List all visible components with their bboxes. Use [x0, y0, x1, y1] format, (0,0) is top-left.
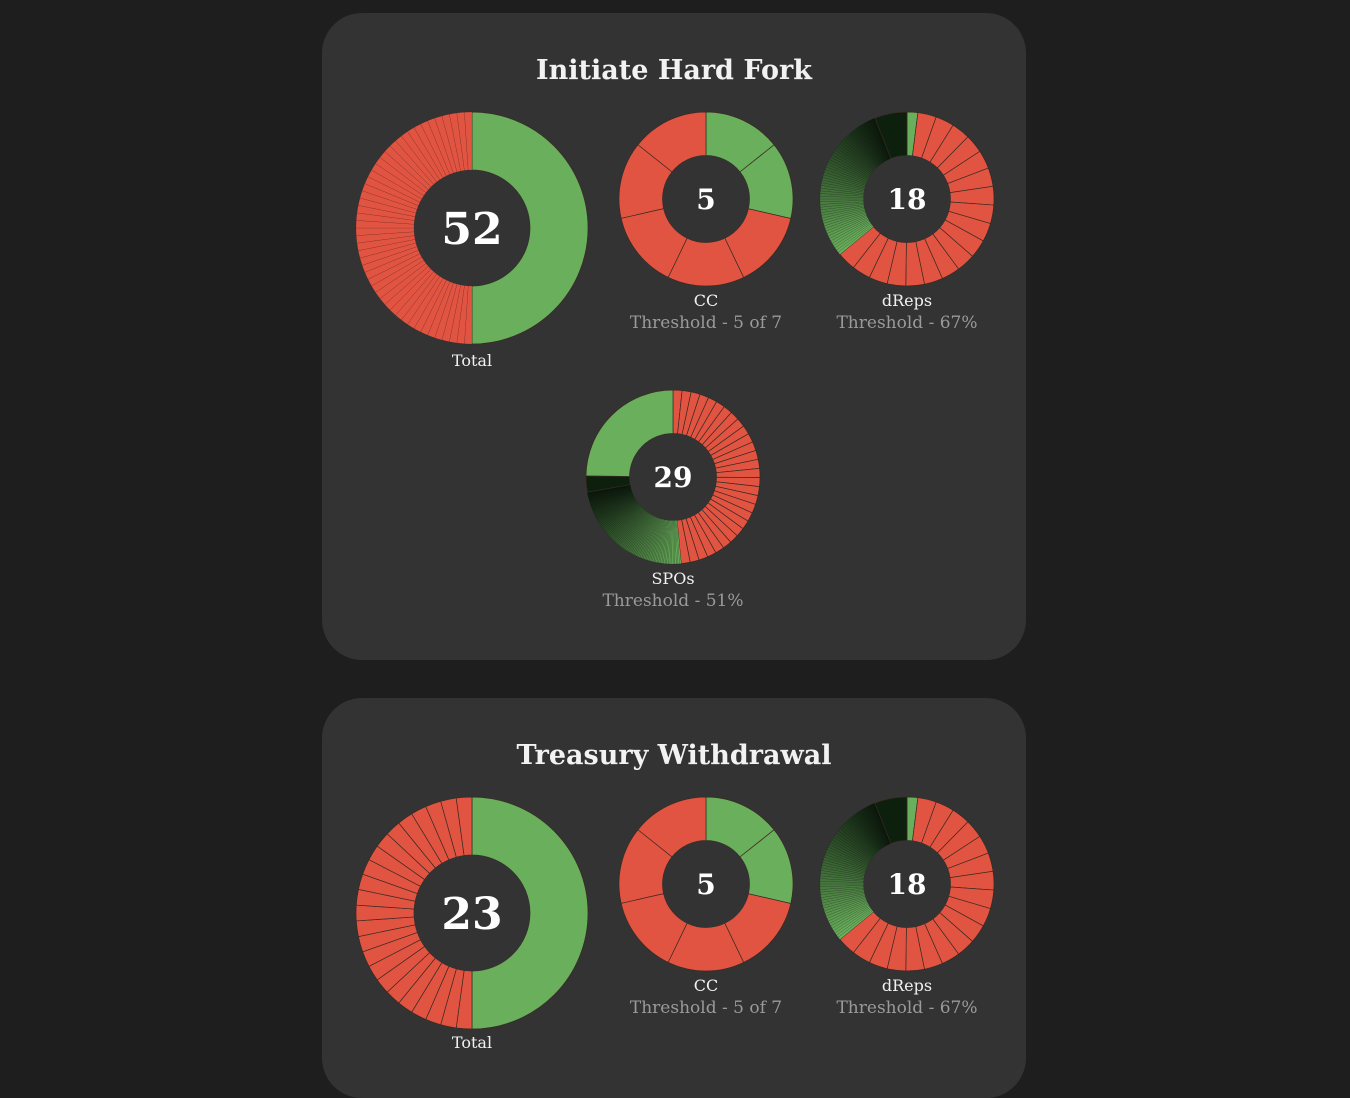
donut-center-value: 5: [696, 183, 715, 216]
cc-donut-svg: 5: [618, 796, 794, 972]
total-donut-svg: 52: [355, 111, 589, 345]
donut-center-value: 5: [696, 868, 715, 901]
donut-hole: [863, 155, 951, 243]
donut-slice-yes-fine: [653, 519, 665, 563]
card-title: Initiate Hard Fork: [536, 55, 812, 86]
donut-slice-yes-fine: [603, 502, 639, 531]
donut-hole: [414, 855, 530, 971]
donut-hole: [662, 155, 750, 243]
donut-center-value: 23: [441, 889, 502, 940]
total-donut-svg: 23: [355, 796, 589, 1030]
threshold-text: Threshold - 5 of 7: [629, 998, 783, 1018]
donut-label: SPOs: [651, 569, 695, 588]
card-title: Treasury Withdrawal: [516, 740, 832, 771]
cc-donut-svg: 5: [618, 111, 794, 287]
donut-slice-yes-fine: [592, 493, 634, 513]
proposal-card: Initiate Hard Fork 52 Total 5 CC Thresho…: [322, 13, 1026, 660]
donut-label: Total: [451, 1033, 493, 1052]
donut-slice-yes-fine: [641, 517, 659, 559]
total-donut: 23 Total: [355, 796, 589, 1066]
donut-hole: [414, 170, 530, 286]
donut-center-value: 18: [888, 868, 927, 901]
donut-slice-yes-fine: [642, 517, 659, 560]
cc-donut: 5 CC Threshold - 5 of 7: [618, 796, 794, 1036]
total-donut: 52 Total: [355, 111, 589, 381]
donut-hole: [863, 840, 951, 928]
dreps-donut: 18 dReps Threshold - 67%: [819, 111, 995, 351]
threshold-text: Threshold - 51%: [602, 591, 744, 611]
donut-center-value: 52: [441, 204, 502, 255]
dreps-donut-svg: 18: [819, 796, 995, 972]
donut-slice-yes-fine: [592, 492, 634, 512]
donut-label: dReps: [881, 976, 933, 995]
donut-slice-yes-fine: [652, 519, 664, 563]
donut-slice-yes-fine: [629, 514, 653, 554]
donut-hole: [629, 433, 717, 521]
spos-donut-svg: 29: [585, 389, 761, 565]
threshold-text: Threshold - 5 of 7: [629, 313, 783, 333]
dreps-donut-svg: 18: [819, 111, 995, 287]
spos-donut: 29 SPOs Threshold - 51%: [585, 389, 761, 629]
proposal-card: Treasury Withdrawal 23 Total 5 CC Thresh…: [322, 698, 1026, 1098]
donut-label: CC: [693, 976, 719, 995]
cc-donut: 5 CC Threshold - 5 of 7: [618, 111, 794, 351]
threshold-text: Threshold - 67%: [836, 313, 978, 333]
threshold-text: Threshold - 67%: [836, 998, 978, 1018]
donut-slice-yes-fine: [661, 519, 669, 564]
donut-label: Total: [451, 351, 493, 370]
donut-slice-yes-fine: [605, 504, 640, 534]
donut-label: dReps: [881, 291, 933, 310]
donut-center-value: 29: [654, 461, 693, 494]
donut-slice-yes-fine: [621, 511, 649, 549]
dreps-donut: 18 dReps Threshold - 67%: [819, 796, 995, 1036]
donut-label: CC: [693, 291, 719, 310]
donut-center-value: 18: [888, 183, 927, 216]
donut-hole: [662, 840, 750, 928]
